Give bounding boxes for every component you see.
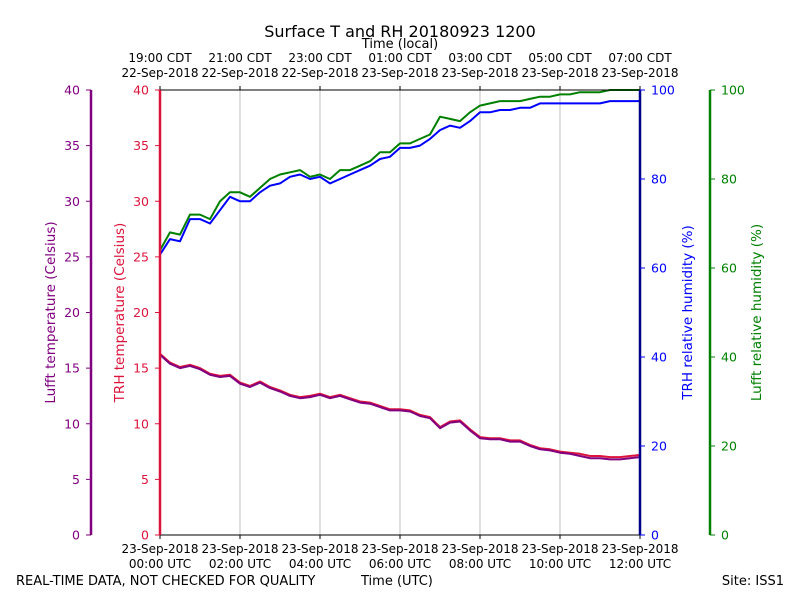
site-label: Site: ISS1 <box>721 574 784 589</box>
trh_rh-tick-label: 80 <box>651 172 667 187</box>
lufft_rh-tick-label: 40 <box>721 350 737 365</box>
bottom-tick-date: 23-Sep-2018 <box>361 542 438 556</box>
bottom-tick-date: 23-Sep-2018 <box>521 542 598 556</box>
bottom-tick-time: 04:00 UTC <box>289 557 351 571</box>
top-tick-date: 23-Sep-2018 <box>361 66 438 80</box>
bottom-tick-date: 23-Sep-2018 <box>601 542 678 556</box>
lufft_rh-tick-label: 0 <box>721 528 729 543</box>
lufft_rh-tick-label: 80 <box>721 172 737 187</box>
top-tick-time: 21:00 CDT <box>208 51 272 65</box>
data-series <box>159 89 641 461</box>
trh_t-tick-label: 10 <box>133 416 149 431</box>
bottom-tick-time: 00:00 UTC <box>129 557 191 571</box>
lufft_t-tick-label: 15 <box>64 361 80 376</box>
lufft_t-tick-label: 5 <box>72 472 80 487</box>
trh_t-tick-label: 25 <box>133 249 149 264</box>
lufft_t-tick-label: 40 <box>64 83 80 98</box>
lufft_t-tick-label: 30 <box>64 194 80 209</box>
top-tick-date: 22-Sep-2018 <box>281 66 358 80</box>
top-tick-time: 03:00 CDT <box>448 51 512 65</box>
lufft_rh-axis-title: Lufft relative humidity (%) <box>749 224 765 401</box>
vertical-gridlines <box>239 90 561 535</box>
trh_rh-tick-label: 60 <box>651 261 667 276</box>
trh_rh-tick-label: 100 <box>651 83 675 98</box>
bottom-tick-time: 06:00 UTC <box>369 557 431 571</box>
top-tick-time: 07:00 CDT <box>608 51 672 65</box>
lufft_t-tick-label: 0 <box>72 528 80 543</box>
trh_t-tick-label: 5 <box>141 472 149 487</box>
lufft_t-tick-label: 35 <box>64 138 80 153</box>
bottom-tick-time: 12:00 UTC <box>609 557 671 571</box>
quality-disclaimer: REAL-TIME DATA, NOT CHECKED FOR QUALITY <box>16 574 316 589</box>
trh_t-tick-label: 30 <box>133 194 149 209</box>
bottom-tick-date: 23-Sep-2018 <box>201 542 278 556</box>
x-axis-label: Time (UTC) <box>361 574 433 589</box>
series-line-lufft_t <box>159 354 641 461</box>
trh_t-tick-label: 20 <box>133 305 149 320</box>
top-tick-date: 22-Sep-2018 <box>201 66 278 80</box>
trh_t-axis-title: TRH temperature (Celsius) <box>112 223 128 404</box>
series-line-lufft_rh <box>159 89 640 251</box>
bottom-tick-time: 02:00 UTC <box>209 557 271 571</box>
trh_rh-tick-label: 0 <box>651 528 659 543</box>
trh_rh-axis-title: TRH relative humidity (%) <box>680 225 696 401</box>
lufft_t-tick-label: 10 <box>64 416 80 431</box>
top-tick-time: 01:00 CDT <box>368 51 432 65</box>
lufft_t-axis-title: Lufft temperature (Celsius) <box>43 221 59 403</box>
lufft_rh-tick-label: 60 <box>721 261 737 276</box>
trh_rh-tick-label: 20 <box>651 439 667 454</box>
bottom-tick-time: 08:00 UTC <box>449 557 511 571</box>
trh_rh-tick-label: 40 <box>651 350 667 365</box>
top-tick-time: 05:00 CDT <box>528 51 592 65</box>
lufft_rh-tick-label: 100 <box>721 83 745 98</box>
bottom-tick-date: 23-Sep-2018 <box>121 542 198 556</box>
trh_t-tick-label: 40 <box>133 83 149 98</box>
trh_t-tick-label: 0 <box>141 528 149 543</box>
top-tick-date: 22-Sep-2018 <box>121 66 198 80</box>
top-tick-time: 23:00 CDT <box>288 51 352 65</box>
top-axis-label: Time (local) <box>361 37 438 52</box>
lufft_t-tick-label: 20 <box>64 305 80 320</box>
series-line-trh_rh <box>159 100 640 256</box>
bottom-tick-date: 23-Sep-2018 <box>281 542 358 556</box>
y-axes: 0 5 10 15 20 25 30 35 40 Lufft temperature (Celsi… <box>43 83 765 543</box>
top-tick-date: 23-Sep-2018 <box>601 66 678 80</box>
top-tick-time: 19:00 CDT <box>128 51 192 65</box>
top-tick-date: 23-Sep-2018 <box>441 66 518 80</box>
trh_t-tick-label: 15 <box>133 361 149 376</box>
chart-title: Surface T and RH 20180923 1200 <box>264 22 536 41</box>
lufft_rh-tick-label: 20 <box>721 439 737 454</box>
top-tick-date: 23-Sep-2018 <box>521 66 598 80</box>
lufft_t-tick-label: 25 <box>64 249 80 264</box>
trh_t-tick-label: 35 <box>133 138 149 153</box>
bottom-tick-time: 10:00 UTC <box>529 557 591 571</box>
bottom-tick-date: 23-Sep-2018 <box>441 542 518 556</box>
